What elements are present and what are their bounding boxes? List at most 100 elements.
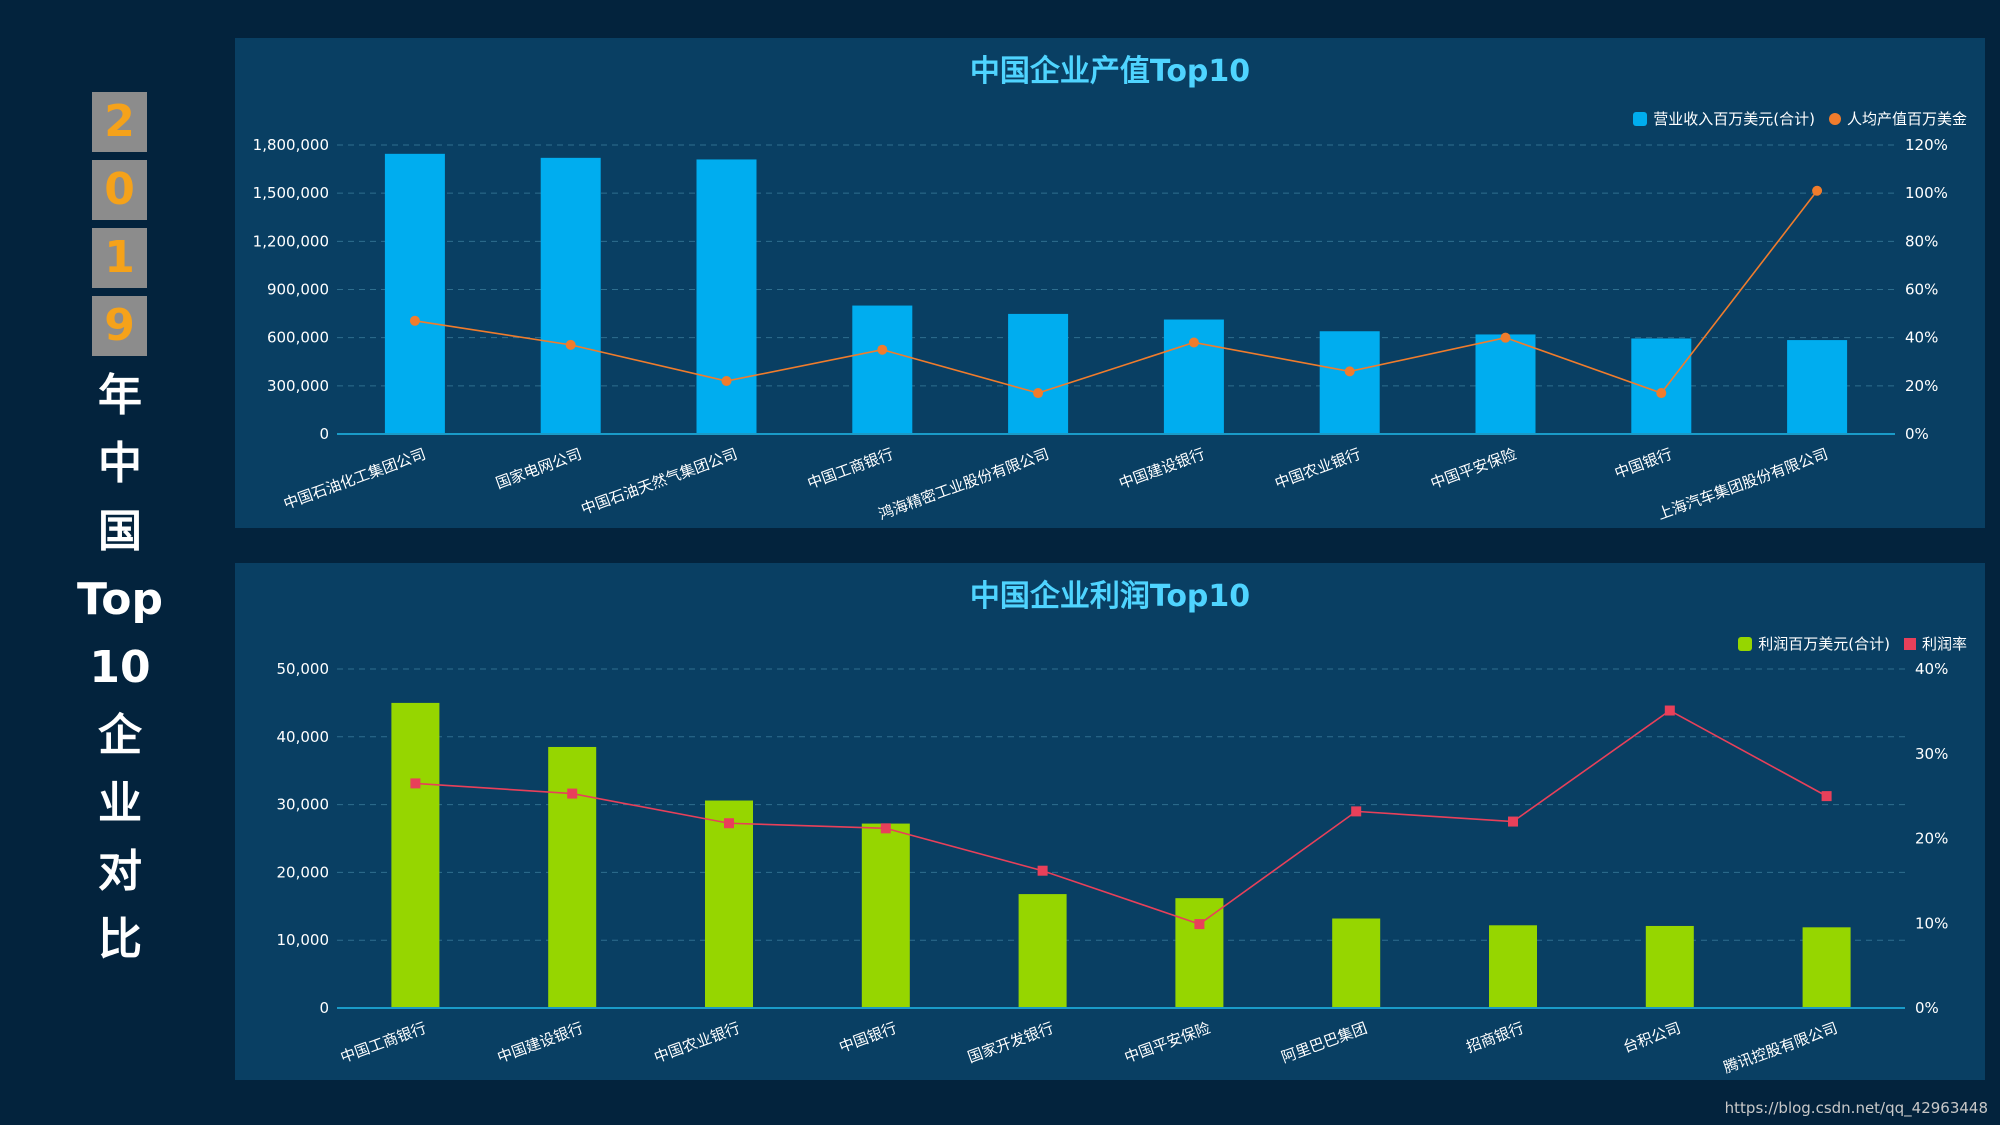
line-series bbox=[414, 190, 1818, 395]
chart-legend[interactable]: 营业收入百万美元(合计) 人均产值百万美金 bbox=[1633, 108, 1967, 129]
legend-label: 利润百万美元(合计) bbox=[1758, 635, 1890, 653]
sidebar: 2 0 1 9 年 中 国 Top 10 企 业 对 比 bbox=[0, 0, 235, 1125]
legend-label: 营业收入百万美元(合计) bbox=[1653, 110, 1815, 128]
bar bbox=[1018, 894, 1067, 1008]
profit-chart: 0 10,000 20,000 30,000 40,000 50,000 0% 10% 20% 3… bbox=[277, 660, 1949, 1077]
bar bbox=[548, 746, 597, 1008]
chart-legend[interactable]: 利润百万美元(合计) 利润率 bbox=[1738, 633, 1967, 654]
line-point bbox=[724, 818, 734, 829]
year-digit: 1 bbox=[92, 228, 147, 288]
y-tick-label: 1,500,000 bbox=[253, 184, 329, 202]
x-tick-label: 台积公司 bbox=[1621, 1019, 1684, 1056]
line-point bbox=[1033, 388, 1044, 399]
line-point bbox=[1508, 816, 1518, 827]
year-digit: 0 bbox=[92, 160, 147, 220]
bar bbox=[1475, 334, 1536, 434]
line-point bbox=[1664, 705, 1675, 716]
revenue-chart-panel: 0 300,000 600,000 900,000 1,200,000 1,500,000… bbox=[235, 38, 1985, 528]
x-tick-label: 鸿海精密工业股份有限公司 bbox=[876, 445, 1051, 523]
y2-tick-label: 30% bbox=[1915, 745, 1948, 763]
line-point bbox=[1188, 337, 1199, 348]
revenue-chart: 0 300,000 600,000 900,000 1,200,000 1,500,000… bbox=[253, 136, 1948, 523]
sidebar-title-char: 对 bbox=[98, 846, 142, 897]
bar bbox=[852, 305, 913, 434]
y2-tick-label: 0% bbox=[1905, 425, 1929, 443]
x-tick-label: 中国工商银行 bbox=[338, 1019, 429, 1067]
bar bbox=[1802, 927, 1851, 1008]
bar bbox=[1175, 898, 1224, 1008]
bar bbox=[391, 702, 440, 1008]
x-tick-label: 中国工商银行 bbox=[805, 445, 896, 493]
sidebar-title-char: 企 bbox=[98, 710, 142, 761]
line-point bbox=[410, 778, 421, 789]
y-tick-label: 1,200,000 bbox=[253, 232, 329, 250]
legend-bar-swatch bbox=[1633, 111, 1648, 126]
y-tick-label: 40,000 bbox=[277, 728, 330, 746]
y2-tick-label: 20% bbox=[1905, 377, 1938, 395]
chart-title: 中国企业利润Top10 bbox=[969, 579, 1251, 614]
line-point bbox=[877, 344, 888, 355]
line-point bbox=[1821, 791, 1832, 802]
line-point bbox=[565, 339, 576, 350]
chart-title: 中国企业产值Top10 bbox=[969, 54, 1251, 89]
y2-tick-label: 40% bbox=[1905, 329, 1938, 347]
x-tick-label: 上海汽车集团股份有限公司 bbox=[1655, 445, 1830, 523]
x-tick-label: 中国农业银行 bbox=[1272, 445, 1363, 493]
bar bbox=[705, 800, 753, 1008]
profit-chart-panel: 0 10,000 20,000 30,000 40,000 50,000 0% 10% 20% 3… bbox=[235, 563, 1985, 1080]
y-tick-label: 300,000 bbox=[267, 377, 329, 395]
y-tick-label: 30,000 bbox=[277, 796, 330, 814]
line-point bbox=[1500, 332, 1511, 343]
x-tick-label: 阿里巴巴集团 bbox=[1279, 1019, 1370, 1067]
line-point bbox=[1344, 366, 1355, 377]
year-digit: 2 bbox=[92, 92, 147, 152]
x-tick-label: 中国建设银行 bbox=[1117, 445, 1208, 493]
x-tick-label: 腾讯控股有限公司 bbox=[1721, 1019, 1840, 1077]
sidebar-title-char: 业 bbox=[98, 778, 142, 829]
x-tick-label: 国家开发银行 bbox=[965, 1019, 1056, 1067]
line-point bbox=[409, 315, 420, 326]
y2-tick-label: 100% bbox=[1905, 184, 1948, 202]
bar bbox=[384, 153, 445, 434]
legend-line-swatch bbox=[1903, 637, 1916, 650]
bar bbox=[1489, 925, 1537, 1008]
x-tick-label: 中国平安保险 bbox=[1122, 1019, 1213, 1067]
x-tick-label: 招商银行 bbox=[1464, 1019, 1527, 1056]
y-tick-label: 0 bbox=[319, 999, 329, 1017]
bar bbox=[1319, 331, 1380, 434]
y2-tick-label: 0% bbox=[1915, 999, 1939, 1017]
x-tick-label: 中国农业银行 bbox=[652, 1019, 743, 1067]
year-digit: 9 bbox=[92, 296, 147, 356]
sidebar-title-char: 国 bbox=[98, 506, 142, 557]
watermark: https://blog.csdn.net/qq_42963448 bbox=[1724, 1099, 1988, 1117]
y2-tick-label: 40% bbox=[1915, 660, 1948, 678]
bar bbox=[1787, 340, 1848, 434]
y2-tick-label: 20% bbox=[1915, 830, 1948, 848]
legend-label: 利润率 bbox=[1921, 635, 1967, 653]
line-point bbox=[567, 788, 578, 799]
line-point bbox=[1037, 865, 1048, 876]
x-tick-label: 中国建设银行 bbox=[495, 1019, 586, 1067]
y-tick-label: 900,000 bbox=[267, 281, 329, 299]
y-tick-label: 1,800,000 bbox=[253, 136, 329, 154]
line-point bbox=[1812, 185, 1823, 196]
x-tick-label: 国家电网公司 bbox=[493, 445, 584, 493]
bar bbox=[1008, 313, 1069, 434]
y2-tick-label: 120% bbox=[1905, 136, 1948, 154]
bar bbox=[861, 823, 910, 1008]
y-tick-label: 10,000 bbox=[277, 931, 330, 949]
legend-line-swatch bbox=[1828, 112, 1841, 125]
line-series bbox=[415, 709, 1827, 925]
legend-bar-swatch bbox=[1738, 636, 1753, 651]
y2-tick-label: 80% bbox=[1905, 232, 1938, 250]
x-tick-label: 中国石油化工集团公司 bbox=[281, 445, 428, 513]
bar bbox=[696, 159, 757, 434]
y-tick-label: 50,000 bbox=[277, 660, 330, 678]
bar bbox=[1332, 918, 1381, 1008]
line-point bbox=[721, 376, 732, 387]
x-tick-label: 中国石油天然气集团公司 bbox=[579, 445, 740, 518]
y-tick-label: 20,000 bbox=[277, 863, 330, 881]
legend-label: 人均产值百万美金 bbox=[1846, 110, 1967, 128]
y-tick-label: 0 bbox=[319, 425, 329, 443]
sidebar-title-char: 比 bbox=[98, 914, 142, 965]
